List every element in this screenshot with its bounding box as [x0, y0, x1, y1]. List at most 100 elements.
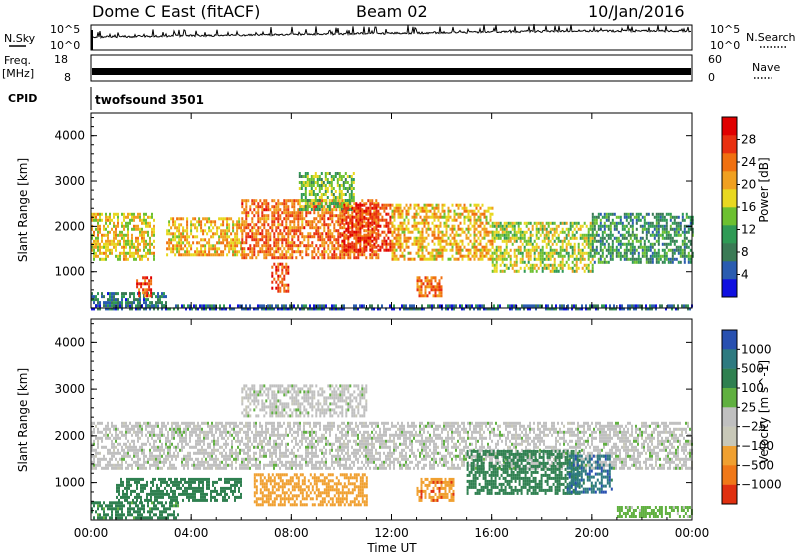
- vel-cell: [103, 427, 105, 431]
- power-cell: [427, 224, 430, 228]
- power-cell: [232, 220, 235, 224]
- power-cell: [591, 257, 594, 261]
- power-cell: [188, 244, 191, 248]
- power-cell: [247, 232, 250, 236]
- power-cell: [645, 251, 648, 255]
- power-cell: [341, 218, 344, 222]
- power-cell: [307, 223, 310, 227]
- power-cell: [428, 279, 431, 283]
- power-cell: [357, 307, 359, 311]
- power-cell: [633, 245, 636, 249]
- power-cell: [139, 242, 141, 246]
- power-cell: [491, 263, 494, 267]
- power-cell: [491, 221, 494, 225]
- power-cell: [689, 248, 692, 252]
- power-cell: [689, 257, 692, 261]
- power-cell: [363, 233, 366, 237]
- power-cell: [563, 304, 565, 308]
- power-cell: [421, 236, 424, 240]
- power-cell: [201, 307, 203, 311]
- vel-cell: [169, 448, 171, 452]
- power-cell: [599, 218, 602, 222]
- power-cell: [275, 217, 278, 221]
- power-cell: [575, 257, 578, 261]
- power-cell: [285, 241, 288, 245]
- power-cell: [271, 280, 274, 284]
- power-cell: [413, 221, 416, 225]
- power-cell: [140, 282, 143, 286]
- power-cell: [677, 245, 680, 249]
- power-cell: [423, 245, 426, 249]
- power-cell: [415, 242, 418, 246]
- power-cell: [192, 253, 195, 257]
- power-cell: [561, 266, 564, 270]
- power-cell: [279, 202, 282, 206]
- vel-cell: [209, 454, 211, 458]
- power-cell: [461, 212, 464, 216]
- power-cell: [101, 251, 103, 255]
- power-cell: [123, 254, 125, 258]
- power-cell: [327, 229, 330, 233]
- power-cell: [689, 227, 692, 231]
- power-cell: [161, 301, 163, 305]
- power-cell: [216, 253, 219, 257]
- power-cell: [293, 304, 295, 308]
- power-cell: [321, 238, 324, 242]
- power-cell: [659, 304, 661, 308]
- power-cell: [527, 254, 530, 258]
- power-cell: [436, 288, 439, 292]
- power-cell: [535, 257, 538, 261]
- power-cell: [347, 206, 350, 210]
- power-cell: [257, 244, 260, 248]
- velocity-panel: 00:00 04:00 08:00 12:00 16:00 20:00 00:0010002…: [16, 318, 782, 554]
- power-cell: [424, 294, 427, 298]
- vel-cell: [91, 421, 93, 425]
- power-cell: [300, 205, 303, 208]
- power-cell: [609, 212, 612, 216]
- power-cell: [625, 218, 628, 222]
- power-cell: [113, 239, 115, 243]
- vel-cell: [143, 463, 145, 467]
- power-cell: [493, 263, 496, 267]
- power-cell: [601, 248, 604, 252]
- power-cell: [323, 304, 325, 308]
- power-cell: [117, 307, 119, 311]
- power-cell: [243, 307, 245, 311]
- power-cell: [637, 260, 640, 264]
- power-cell: [453, 307, 455, 311]
- power-cell: [665, 218, 668, 222]
- power-cell: [379, 233, 382, 237]
- power-cell: [415, 212, 418, 216]
- power-cell: [417, 254, 420, 258]
- vel-cell: [201, 427, 203, 431]
- power-cell: [218, 253, 221, 257]
- power-cell: [565, 227, 568, 231]
- power-cell: [241, 238, 244, 242]
- power-cell: [479, 242, 482, 246]
- power-cell: [667, 257, 670, 261]
- power-cell: [401, 304, 403, 308]
- vel-cell: [123, 457, 125, 461]
- power-cell: [559, 263, 562, 267]
- power-cell: [204, 238, 207, 242]
- power-cell: [339, 307, 341, 311]
- power-cell: [150, 282, 153, 286]
- vel-cell: [161, 427, 163, 431]
- power-cell: [95, 236, 97, 240]
- power-cell: [111, 227, 113, 231]
- power-cell: [230, 244, 233, 248]
- power-cell: [301, 214, 304, 218]
- vel-cell: [91, 430, 93, 434]
- vel-cell: [93, 454, 95, 458]
- power-cell: [419, 242, 422, 246]
- vel-cell: [93, 439, 95, 443]
- power-cell: [323, 226, 326, 230]
- vel-cell: [201, 457, 203, 461]
- power-cell: [477, 209, 480, 213]
- power-cell: [533, 251, 536, 255]
- power-cell: [373, 206, 376, 210]
- power-cell: [631, 251, 634, 255]
- vel-cell: [111, 433, 113, 437]
- power-cell: [379, 218, 382, 222]
- power-cell: [433, 230, 436, 234]
